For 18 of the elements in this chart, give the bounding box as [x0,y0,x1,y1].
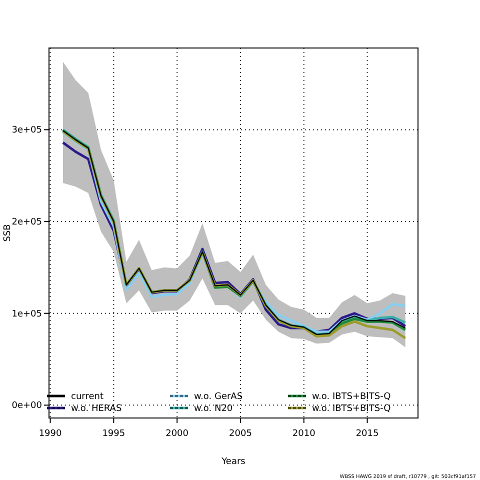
x-tick-label: 2015 [356,429,379,439]
legend-label: w.o. IBTS+BITS-Q [312,404,391,414]
legend-label: w.o. N20 [194,404,233,414]
y-axis-title: SSB [3,224,13,242]
legend-label: w.o. IBTS+BITS-Q [312,392,391,402]
legend-label: current [71,392,104,402]
y-tick-label: 1e+05 [12,309,42,320]
x-tick-label: 2010 [292,429,316,439]
x-axis-title: Years [220,457,246,467]
x-tick-label: 2000 [166,429,189,439]
y-tick-label: 0e+00 [12,401,42,412]
y-tick-label: 3e+05 [12,126,42,136]
x-tick-label: 1995 [102,429,126,439]
x-tick-label: 2005 [229,429,252,439]
legend-label: w.o. HERAS [71,404,122,414]
y-tick-label: 2e+05 [12,218,42,228]
x-tick-label: 1990 [38,429,62,439]
legend-label: w.o. GerAS [194,392,243,402]
